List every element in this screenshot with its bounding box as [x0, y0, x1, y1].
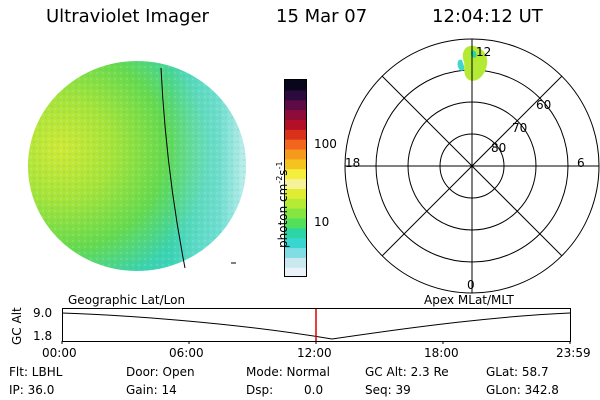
colorbar-segment	[285, 267, 306, 278]
lat-label-80: 80	[491, 141, 507, 155]
timeline-xtick-2: 12:00	[297, 346, 332, 360]
lat-label-70: 70	[512, 121, 528, 135]
timeline-ytick-top: 9.0	[33, 306, 53, 320]
mode-status: Mode: Normal	[246, 365, 330, 379]
colorbar-segment	[285, 99, 306, 111]
colorbar-segment	[285, 257, 306, 268]
colorbar-segment	[285, 188, 306, 199]
colorbar-segment	[285, 178, 306, 189]
door-status: Door: Open	[126, 365, 195, 379]
timeline-xtick-3: 18:00	[424, 346, 459, 360]
colorbar-segment	[285, 158, 306, 170]
timeline-ytick-bottom: 1.8	[33, 329, 53, 343]
colorbar-segment	[285, 80, 306, 91]
color-bar	[284, 79, 307, 278]
mlt-label-18: 18	[345, 156, 361, 170]
gain-status: Gain: 14	[126, 383, 177, 397]
mlt-label-6: 6	[577, 156, 585, 170]
colorbar-segment	[285, 208, 306, 219]
ip-status: IP: 36.0	[9, 383, 55, 397]
auroral-emission	[462, 45, 488, 81]
colorbar-segment	[285, 109, 306, 120]
colorbar-segment	[285, 217, 306, 229]
timeline-xtick-1: 06:00	[169, 346, 204, 360]
colorbar-segment	[285, 198, 306, 209]
timeline-xtick-0: 00:00	[42, 346, 77, 360]
glat-status: GLat: 58.7	[486, 365, 549, 379]
colorbar-tick-100: 100	[314, 137, 337, 152]
timeline-xtick-4: 23:59	[556, 346, 591, 360]
colorbar-segment	[285, 139, 306, 150]
dsp-value: 0.0	[304, 383, 324, 397]
mlt-label-0: 0	[467, 278, 475, 292]
terminator-line	[160, 67, 186, 269]
timeline-title-right: Apex MLat/MLT	[424, 293, 514, 307]
colorbar-segment	[285, 119, 306, 130]
sequence-status: Seq: 39	[365, 383, 411, 397]
colorbar-tick-10: 10	[314, 214, 330, 229]
gc-alt-status: GC Alt: 2.3 Re	[365, 365, 449, 379]
instrument-title: Ultraviolet Imager	[46, 6, 209, 27]
glon-status: GLon: 342.8	[486, 383, 559, 397]
colorbar-segment	[285, 148, 306, 160]
mlt-label-12: 12	[476, 45, 492, 59]
altitude-curve	[61, 312, 571, 340]
colorbar-segment	[285, 237, 306, 249]
image-date: 15 Mar 07	[276, 6, 368, 27]
colorbar-segment	[285, 129, 306, 140]
dsp-label: Dsp:	[246, 383, 274, 397]
filter-status: Flt: LBHL	[9, 365, 63, 379]
lat-label-60: 60	[536, 98, 552, 112]
colorbar-segment	[285, 227, 306, 239]
color-bar-ticks: 100 10	[284, 79, 344, 278]
colorbar-segment	[285, 168, 306, 180]
image-time: 12:04:12 UT	[432, 6, 543, 27]
colorbar-segment	[285, 89, 306, 101]
timeline-title-left: Geographic Lat/Lon	[68, 293, 186, 307]
colorbar-segment	[285, 247, 306, 258]
